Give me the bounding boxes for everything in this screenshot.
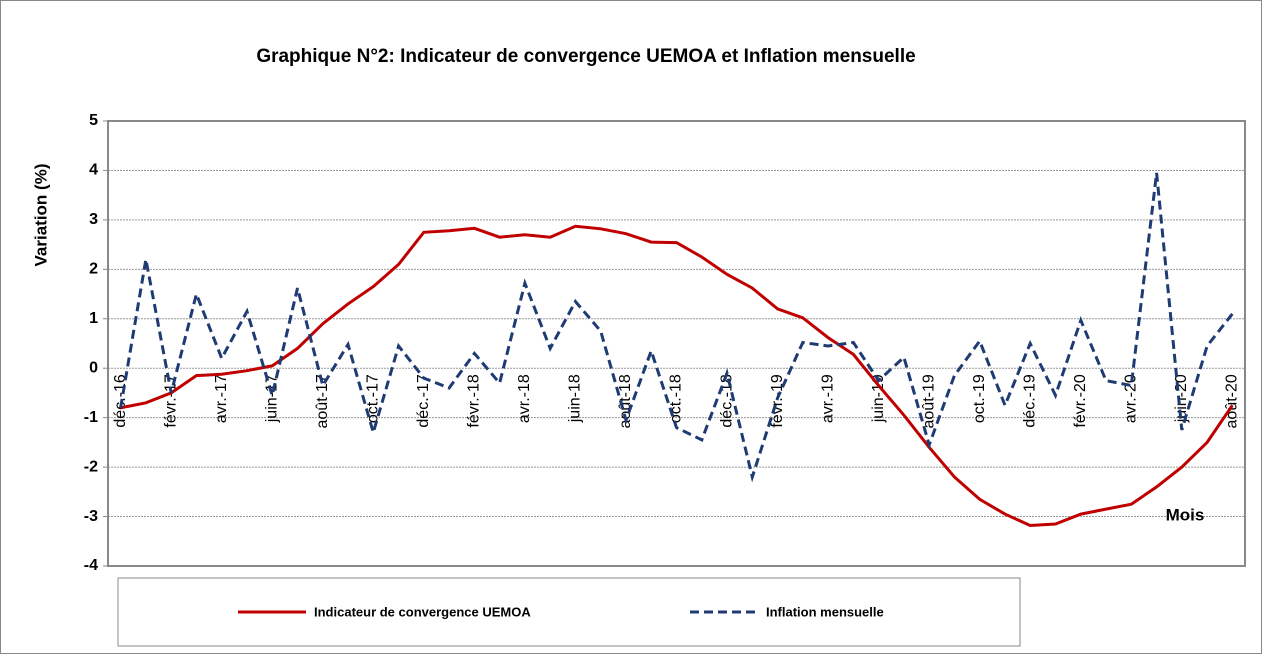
series-line: [120, 224, 1234, 528]
y-tick-label: 2: [89, 261, 98, 278]
y-tick-label: -1: [84, 409, 98, 426]
y-tick-label: -4: [84, 557, 98, 574]
y-tick-label: 5: [89, 112, 98, 129]
y-tick-label: 1: [89, 310, 98, 327]
x-tick-label: août-17: [314, 374, 331, 428]
x-tick-label: août-19: [920, 374, 937, 428]
x-axis-label: Mois: [1166, 505, 1205, 524]
y-tick-label: 0: [89, 359, 98, 376]
y-tick-label: -3: [84, 508, 98, 525]
y-tick-label: 3: [89, 211, 98, 228]
x-tick-label: juin-19: [870, 374, 887, 423]
x-tick-label: oct.-19: [971, 374, 988, 423]
legend-label: Inflation mensuelle: [766, 604, 884, 619]
x-tick-label: avr.-18: [516, 374, 533, 423]
x-tick-label: oct.-18: [668, 374, 685, 423]
x-tick-label: août-20: [1224, 374, 1241, 428]
y-tick-label: 4: [89, 162, 98, 179]
chart-title: Graphique N°2: Indicateur de convergence…: [256, 46, 915, 67]
x-tick-label: févr.-20: [1072, 374, 1089, 427]
x-tick-label: déc.-19: [1021, 374, 1038, 427]
x-tick-label: févr.-18: [466, 374, 483, 427]
x-tick-label: avr.-19: [819, 374, 836, 423]
x-tick-label: oct.-17: [365, 374, 382, 423]
x-tick-label: avr.-20: [1123, 374, 1140, 423]
y-axis-label: Variation (%): [31, 164, 50, 267]
x-tick-label: juin-18: [567, 374, 584, 423]
x-tick-label: déc.-17: [415, 374, 432, 427]
x-tick-label: avr.-17: [213, 374, 230, 423]
y-tick-label: -2: [84, 458, 98, 475]
x-tick-label: juin-17: [263, 374, 280, 423]
x-tick-label: févr.-19: [769, 374, 786, 427]
plot-area: [107, 120, 1246, 567]
legend-label: Indicateur de convergence UEMOA: [314, 604, 531, 619]
series-line: [119, 172, 1234, 483]
x-tick-label: août-18: [617, 374, 634, 428]
x-tick-label: févr.-17: [162, 374, 179, 427]
